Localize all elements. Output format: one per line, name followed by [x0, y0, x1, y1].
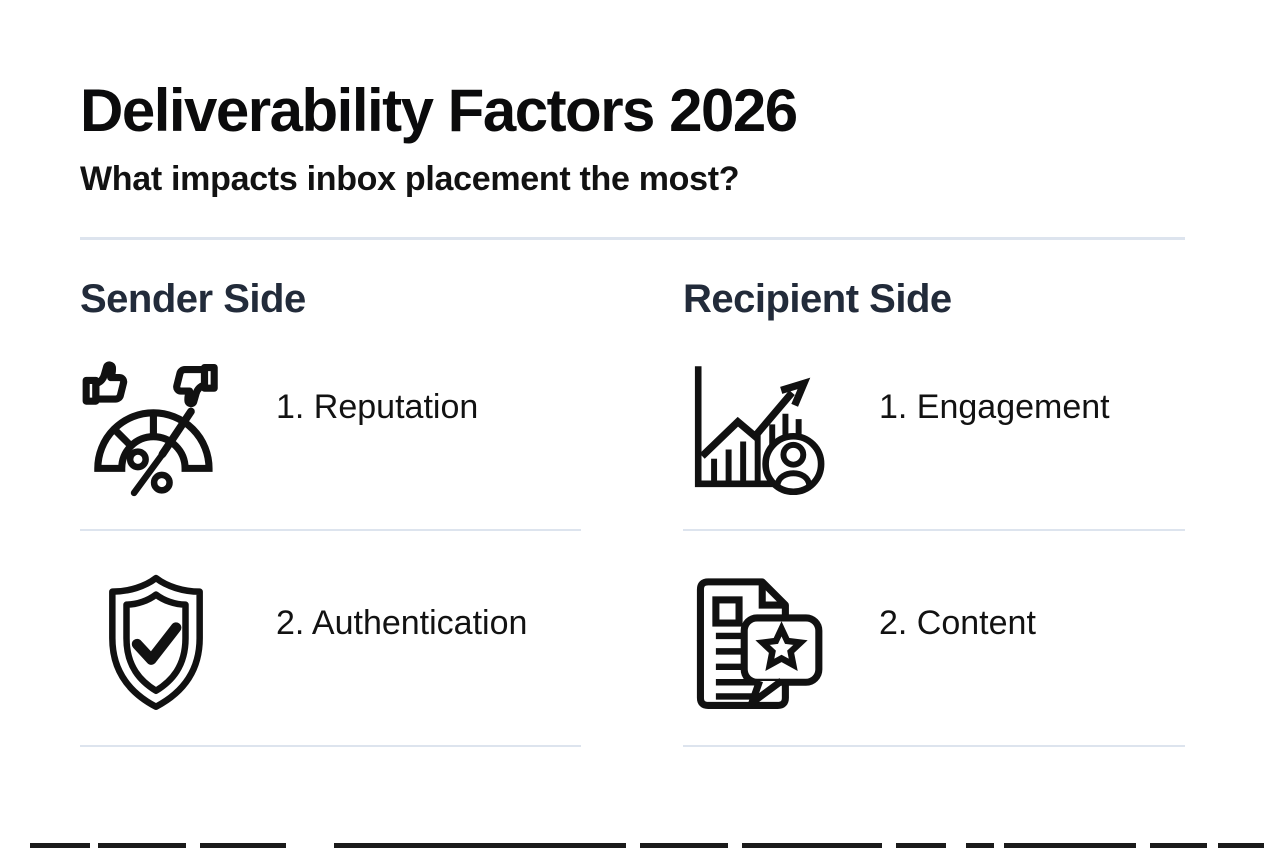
factor-row-engagement: 1. Engagement	[683, 351, 1185, 503]
factor-label: 1. Engagement	[879, 388, 1110, 426]
factor-row-reputation: 1. Reputation	[80, 351, 581, 503]
shield-check-icon	[80, 567, 232, 719]
columns: Sender Side	[80, 277, 1185, 747]
footer-bar-segment	[200, 843, 286, 848]
content-document-star-icon	[683, 567, 835, 719]
footer-bar-segment	[742, 843, 882, 848]
header-divider	[80, 237, 1185, 240]
footer-bar-segment	[334, 843, 626, 848]
footer-bar-segment	[896, 843, 946, 848]
factor-label: 1. Reputation	[276, 388, 479, 426]
row-divider	[80, 745, 581, 747]
factor-label: 2. Authentication	[276, 604, 528, 642]
footer-bar-segment	[1218, 843, 1264, 848]
recipient-column: Recipient Side	[683, 277, 1185, 747]
infographic: Deliverability Factors 2026 What impacts…	[80, 0, 1185, 747]
footer-bar-segment	[1004, 843, 1136, 848]
page-title: Deliverability Factors 2026	[80, 77, 798, 144]
footer-bar-segment	[30, 843, 90, 848]
footer-bar-segment	[966, 843, 994, 848]
row-divider	[683, 529, 1185, 531]
factor-label: 2. Content	[879, 604, 1036, 642]
footer-bar	[0, 843, 1264, 848]
reputation-gauge-icon	[80, 351, 232, 503]
engagement-growth-chart-icon	[683, 351, 835, 503]
factor-row-content: 2. Content	[683, 567, 1185, 719]
footer-bar-segment	[98, 843, 186, 848]
row-divider	[683, 745, 1185, 747]
row-divider	[80, 529, 581, 531]
sender-column: Sender Side	[80, 277, 581, 747]
recipient-heading: Recipient Side	[683, 277, 952, 321]
page-subtitle: What impacts inbox placement the most?	[80, 160, 740, 198]
sender-heading: Sender Side	[80, 277, 306, 321]
footer-bar-segment	[1150, 843, 1207, 848]
factor-row-authentication: 2. Authentication	[80, 567, 581, 719]
footer-bar-segment	[640, 843, 728, 848]
